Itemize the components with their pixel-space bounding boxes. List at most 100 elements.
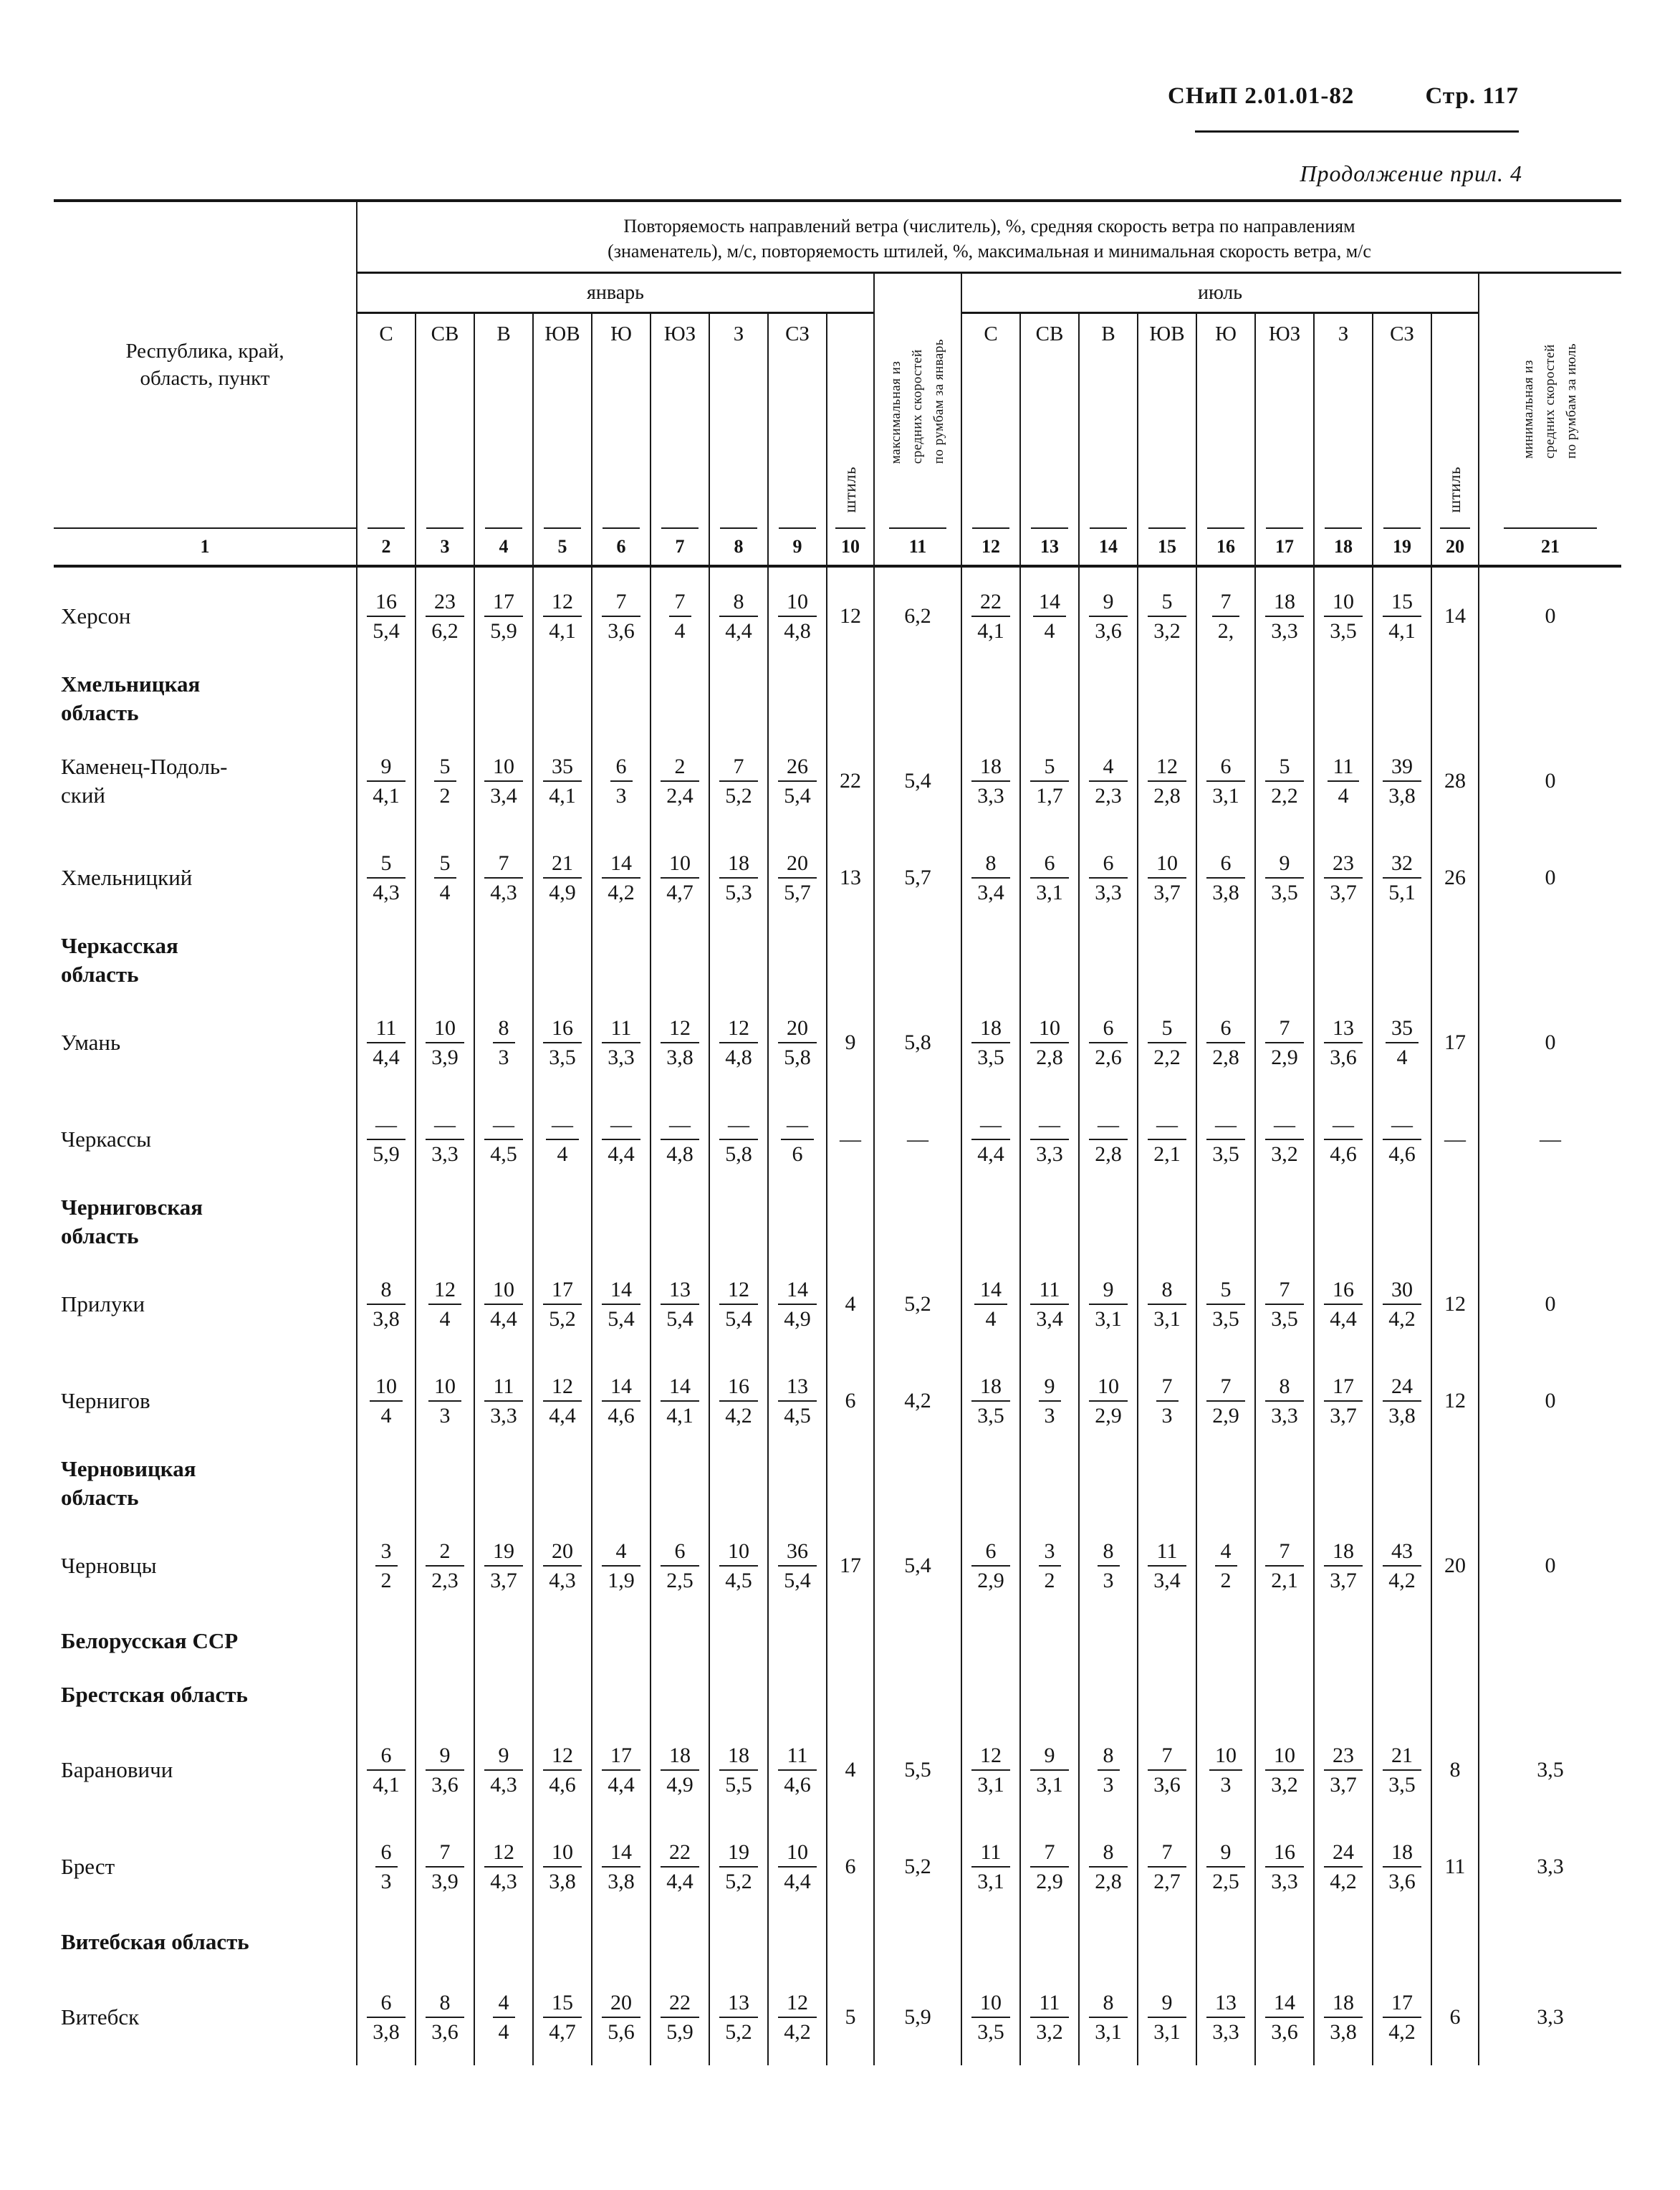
wind-frequency-value: 5 bbox=[1161, 1015, 1173, 1040]
min-speed-cell: 3,3 bbox=[1478, 1969, 1621, 2065]
wind-cell: —4,5 bbox=[474, 1091, 532, 1187]
wind-frequency-value: 9 bbox=[1161, 1990, 1173, 2014]
wind-cell: 6 2,6 bbox=[1078, 994, 1137, 1091]
wind-cell: 17 5,9 bbox=[474, 568, 532, 664]
wind-frequency-value: 5 bbox=[380, 851, 392, 875]
wind-speed-value: 2,9 bbox=[1030, 1865, 1069, 1893]
empty-cell bbox=[709, 1187, 767, 1256]
wind-speed-value: 4,4 bbox=[719, 615, 758, 643]
wind-speed-value: 2,6 bbox=[1089, 1041, 1128, 1069]
wind-frequency-value: 7 bbox=[1220, 1374, 1232, 1398]
month-header-july: июль bbox=[961, 274, 1478, 314]
wind-frequency-value: 14 bbox=[610, 1277, 632, 1301]
wind-frequency-value: 14 bbox=[610, 1840, 632, 1864]
empty-cell bbox=[532, 1614, 591, 1668]
wind-frequency-value: 13 bbox=[787, 1374, 808, 1398]
col-number: 8 bbox=[709, 529, 767, 568]
wind-speed-value: 3,5 bbox=[971, 2016, 1010, 2044]
wind-frequency-value: 18 bbox=[980, 754, 1002, 778]
wind-cell: 12 4,6 bbox=[532, 1721, 591, 1818]
wind-frequency-value: 11 bbox=[610, 1015, 632, 1040]
wind-speed-value: 2,3 bbox=[1089, 780, 1128, 808]
empty-cell bbox=[1254, 1915, 1313, 1969]
empty-cell bbox=[474, 664, 532, 732]
wind-speed-value: 4,4 bbox=[367, 1041, 405, 1069]
wind-cell: 7 5,2 bbox=[709, 732, 767, 829]
wind-cell: 10 3,7 bbox=[1137, 829, 1196, 926]
wind-frequency-value: 19 bbox=[493, 1539, 514, 1563]
wind-speed-value: 4 bbox=[1033, 615, 1066, 643]
wind-speed-value: 2,2 bbox=[1265, 780, 1304, 808]
wind-frequency-value: 21 bbox=[552, 851, 573, 875]
wind-frequency-value: 10 bbox=[434, 1015, 456, 1040]
wind-frequency-value: 7 bbox=[733, 754, 744, 778]
wind-frequency-value: 7 bbox=[1279, 1277, 1290, 1301]
wind-frequency-value: 14 bbox=[787, 1277, 808, 1301]
wind-frequency-value: 23 bbox=[1333, 1743, 1354, 1767]
wind-frequency-value: 32 bbox=[1391, 851, 1413, 875]
wind-frequency-value: 14 bbox=[1274, 1990, 1295, 2014]
empty-cell bbox=[1372, 1449, 1431, 1517]
wind-frequency-value: 5 bbox=[439, 754, 451, 778]
empty-cell bbox=[1431, 1915, 1478, 1969]
empty-cell bbox=[1137, 664, 1196, 732]
wind-frequency-value: 13 bbox=[728, 1990, 749, 2014]
empty-cell bbox=[873, 926, 961, 994]
wind-speed-value: 4,1 bbox=[543, 780, 582, 808]
wind-speed-value: 4,4 bbox=[484, 1303, 523, 1331]
wind-speed-value: 3,6 bbox=[602, 615, 640, 643]
wind-frequency-value: 24 bbox=[1391, 1374, 1413, 1398]
wind-cell: 16 5,4 bbox=[356, 568, 415, 664]
wind-speed-value: 3,5 bbox=[1206, 1138, 1245, 1166]
wind-speed-value: 3 bbox=[375, 1865, 398, 1893]
wind-speed-value: 3,8 bbox=[661, 1041, 699, 1069]
wind-frequency-value: 11 bbox=[1039, 1277, 1060, 1301]
wind-speed-value: 3,4 bbox=[1148, 1564, 1186, 1592]
wind-cell: 11 3,3 bbox=[474, 1352, 532, 1449]
wind-cell: 17 3,7 bbox=[1313, 1352, 1372, 1449]
wind-frequency-value: 10 bbox=[434, 1374, 456, 1398]
wind-cell: 12 3,8 bbox=[650, 994, 709, 1091]
wind-frequency-value: 14 bbox=[610, 851, 632, 875]
empty-cell bbox=[826, 1449, 873, 1517]
wind-cell: 16 4,4 bbox=[1313, 1256, 1372, 1352]
wind-speed-value: 4,8 bbox=[719, 1041, 758, 1069]
wind-speed-value: 3,5 bbox=[1383, 1769, 1421, 1797]
empty-cell bbox=[1478, 1449, 1621, 1517]
wind-frequency-value: 24 bbox=[1333, 1840, 1354, 1864]
wind-frequency-value: — bbox=[1391, 1112, 1413, 1137]
empty-cell bbox=[532, 1449, 591, 1517]
empty-cell bbox=[1254, 1614, 1313, 1668]
wind-speed-value: 4,3 bbox=[484, 1865, 523, 1893]
wind-speed-value: 3,3 bbox=[426, 1138, 464, 1166]
empty-cell bbox=[650, 1668, 709, 1721]
city-row-label: Хмельницкий bbox=[61, 864, 193, 890]
wind-frequency-value: 18 bbox=[669, 1743, 691, 1767]
wind-cell: 13 3,6 bbox=[1313, 994, 1372, 1091]
empty-cell bbox=[474, 1668, 532, 1721]
city-row-label: Каменец-Подоль-ский bbox=[61, 753, 228, 808]
wind-cell: 11 3,3 bbox=[591, 994, 650, 1091]
max-speed-cell: 5,4 bbox=[873, 732, 961, 829]
wind-cell: 8 3,3 bbox=[1254, 1352, 1313, 1449]
wind-speed-value: 3,1 bbox=[971, 1769, 1010, 1797]
wind-frequency-value: 10 bbox=[669, 851, 691, 875]
wind-cell: 10 3,2 bbox=[1254, 1721, 1313, 1818]
wind-cell: 9 3,1 bbox=[1019, 1721, 1078, 1818]
wind-frequency-value: 10 bbox=[1333, 589, 1354, 613]
wind-cell: 10 3 bbox=[415, 1352, 474, 1449]
wind-speed-value: 5,7 bbox=[778, 876, 817, 904]
calm-cell-july: 12 bbox=[1431, 1256, 1478, 1352]
wind-frequency-value: 11 bbox=[787, 1743, 808, 1767]
wind-speed-value: 3,8 bbox=[1206, 876, 1245, 904]
wind-frequency-value: 9 bbox=[1044, 1743, 1055, 1767]
wind-cell: 8 3,4 bbox=[961, 829, 1019, 926]
wind-cell: 10 4,4 bbox=[767, 1818, 826, 1915]
wind-cell: 11 3,4 bbox=[1137, 1517, 1196, 1614]
dir-header-jan-n: С bbox=[356, 314, 415, 529]
wind-cell: 12 4,3 bbox=[474, 1818, 532, 1915]
wind-cell: 18 5,3 bbox=[709, 829, 767, 926]
empty-cell bbox=[961, 1668, 1019, 1721]
calm-cell-january: 5 bbox=[826, 1969, 873, 2065]
